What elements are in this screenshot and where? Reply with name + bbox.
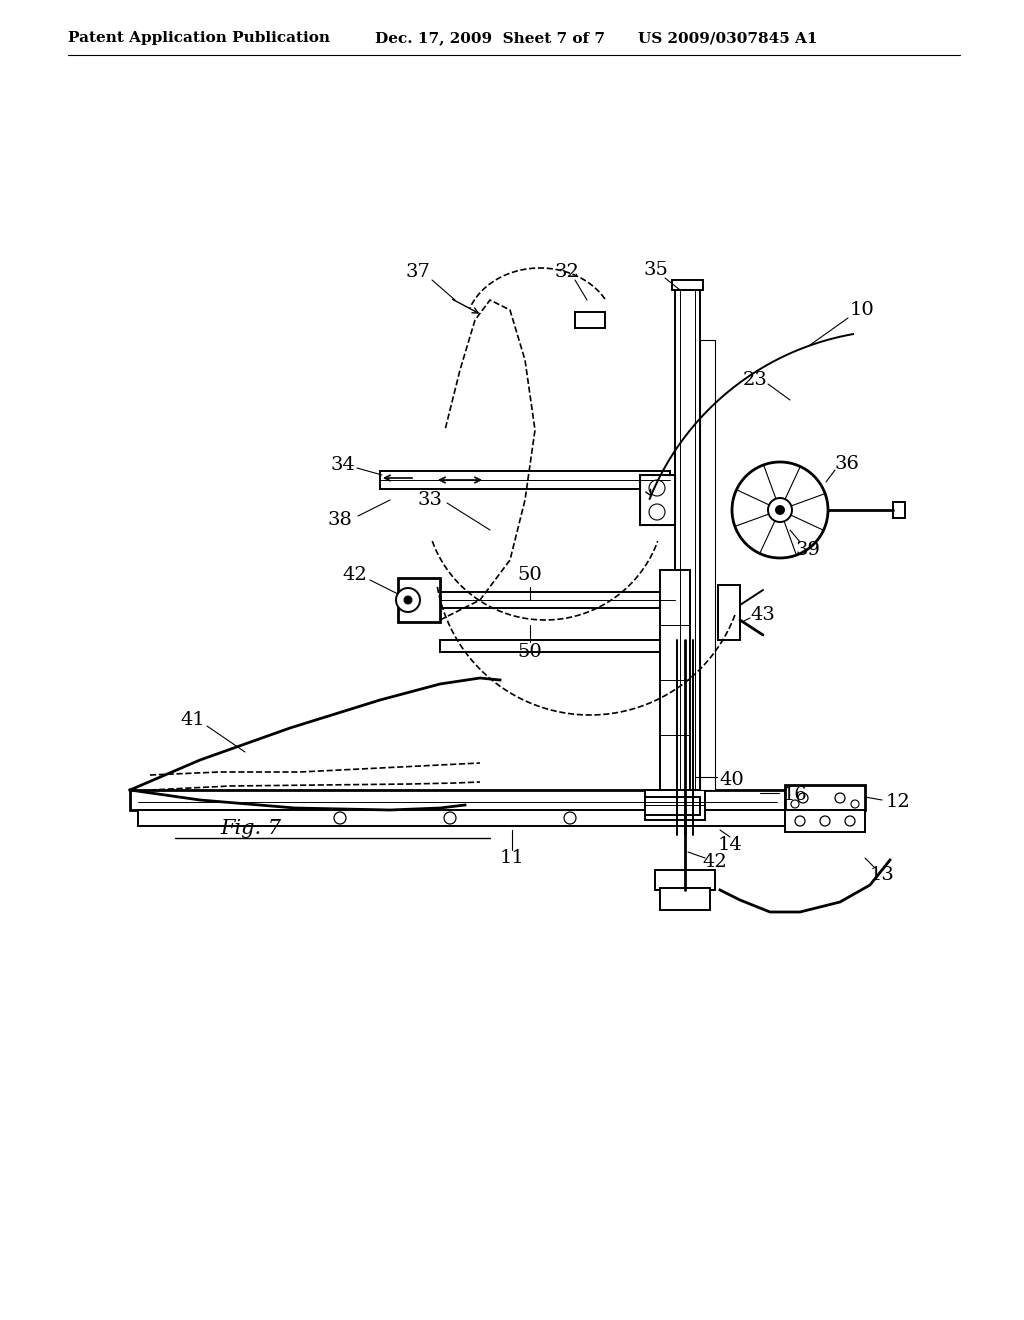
Bar bbox=[138, 810, 785, 826]
Bar bbox=[718, 585, 740, 640]
Text: 50: 50 bbox=[517, 643, 543, 661]
Bar bbox=[440, 591, 675, 609]
Bar bbox=[130, 789, 785, 810]
Bar bbox=[672, 280, 703, 290]
Text: 11: 11 bbox=[500, 849, 524, 867]
Text: Fig. 7: Fig. 7 bbox=[220, 818, 281, 837]
Text: 39: 39 bbox=[796, 541, 820, 558]
Circle shape bbox=[791, 800, 799, 808]
Text: 10: 10 bbox=[850, 301, 874, 319]
Circle shape bbox=[649, 504, 665, 520]
Circle shape bbox=[396, 587, 420, 612]
Circle shape bbox=[649, 480, 665, 496]
Text: 42: 42 bbox=[702, 853, 727, 871]
Text: 43: 43 bbox=[751, 606, 775, 624]
Text: 37: 37 bbox=[406, 263, 430, 281]
Text: 36: 36 bbox=[835, 455, 859, 473]
Circle shape bbox=[444, 812, 456, 824]
Bar bbox=[660, 888, 710, 909]
Bar bbox=[700, 341, 715, 789]
Bar bbox=[785, 810, 865, 832]
Text: 16: 16 bbox=[782, 785, 807, 804]
Circle shape bbox=[820, 816, 830, 826]
Bar bbox=[380, 471, 670, 488]
Text: Patent Application Publication: Patent Application Publication bbox=[68, 30, 330, 45]
Circle shape bbox=[845, 816, 855, 826]
Text: 35: 35 bbox=[643, 261, 669, 279]
Text: 41: 41 bbox=[180, 711, 206, 729]
Text: 34: 34 bbox=[331, 455, 355, 474]
Text: 13: 13 bbox=[869, 866, 894, 884]
Circle shape bbox=[564, 812, 575, 824]
Text: 33: 33 bbox=[418, 491, 442, 510]
Text: 32: 32 bbox=[555, 263, 580, 281]
Text: 38: 38 bbox=[328, 511, 352, 529]
Circle shape bbox=[404, 597, 412, 605]
Bar bbox=[655, 870, 715, 890]
Bar bbox=[785, 785, 865, 810]
Bar bbox=[640, 475, 675, 525]
Bar bbox=[440, 640, 675, 652]
Circle shape bbox=[851, 800, 859, 808]
Bar bbox=[645, 789, 705, 820]
Bar bbox=[398, 578, 440, 622]
Bar bbox=[675, 290, 700, 789]
Circle shape bbox=[334, 812, 346, 824]
Text: 23: 23 bbox=[742, 371, 767, 389]
Circle shape bbox=[776, 506, 784, 513]
Text: 42: 42 bbox=[343, 566, 368, 583]
Circle shape bbox=[835, 793, 845, 803]
Bar bbox=[660, 570, 690, 789]
Text: 12: 12 bbox=[886, 793, 910, 810]
Text: Dec. 17, 2009  Sheet 7 of 7: Dec. 17, 2009 Sheet 7 of 7 bbox=[375, 30, 605, 45]
Circle shape bbox=[798, 793, 808, 803]
Text: US 2009/0307845 A1: US 2009/0307845 A1 bbox=[638, 30, 817, 45]
Bar bbox=[893, 502, 905, 517]
Circle shape bbox=[768, 498, 792, 521]
Circle shape bbox=[795, 816, 805, 826]
Text: 14: 14 bbox=[718, 836, 742, 854]
Text: 40: 40 bbox=[720, 771, 744, 789]
Circle shape bbox=[732, 462, 828, 558]
Bar bbox=[645, 797, 700, 814]
Text: 50: 50 bbox=[517, 566, 543, 583]
Bar bbox=[575, 312, 605, 327]
